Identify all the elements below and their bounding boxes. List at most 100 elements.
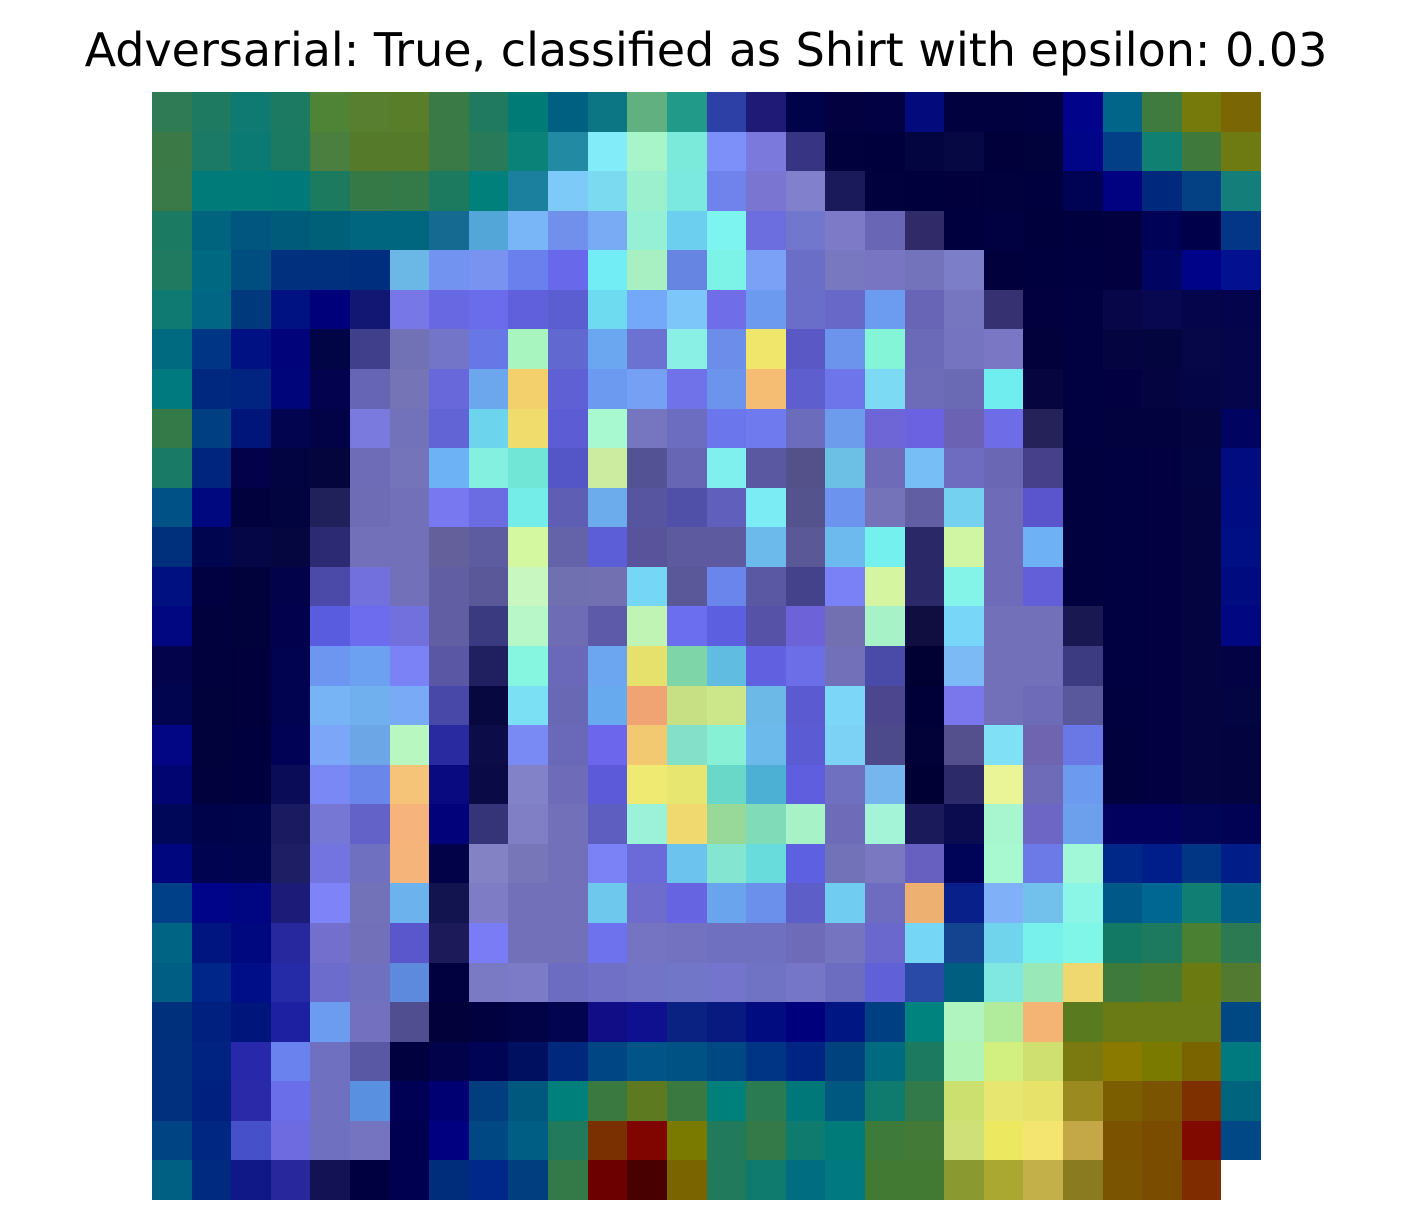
pixel-cell: [904, 764, 945, 805]
pixel-cell: [706, 448, 747, 488]
pixel-cell: [231, 646, 271, 686]
pixel-cell: [389, 1041, 430, 1082]
pixel-cell: [1181, 329, 1222, 369]
pixel-cell: [310, 962, 351, 1003]
pixel-cell: [1221, 843, 1261, 884]
pixel-cell: [864, 131, 905, 172]
pixel-cell: [785, 369, 826, 409]
pixel-cell: [270, 210, 311, 251]
pixel-cell: [1142, 289, 1182, 330]
pixel-cell: [152, 685, 192, 726]
pixel-cell: [587, 923, 628, 963]
pixel-cell: [548, 171, 588, 211]
pixel-cell: [429, 923, 469, 963]
pixel-cell: [864, 923, 905, 963]
pixel-cell: [152, 923, 192, 963]
pixel-cell: [627, 1041, 667, 1082]
pixel-cell: [508, 685, 549, 726]
pixel-cell: [1181, 131, 1222, 172]
pixel-cell: [983, 1160, 1024, 1200]
pixel-cell: [983, 923, 1024, 963]
pixel-cell: [548, 566, 588, 607]
pixel-cell: [904, 1041, 945, 1082]
pixel-cell: [706, 566, 747, 607]
pixel-cell: [1181, 289, 1222, 330]
pixel-cell: [270, 527, 311, 567]
pixel-cell: [983, 764, 1024, 805]
pixel-cell: [1181, 646, 1222, 686]
pixel-cell: [706, 923, 747, 963]
pixel-cell: [389, 804, 430, 844]
pixel-cell: [587, 804, 628, 844]
pixel-cell: [587, 487, 628, 528]
pixel-cell: [350, 1081, 390, 1121]
pixel-cell: [904, 171, 945, 211]
pixel-cell: [746, 527, 786, 567]
pixel-cell: [1062, 606, 1103, 646]
pixel-cell: [350, 250, 390, 290]
pixel-cell: [1102, 1002, 1143, 1042]
pixel-cell: [389, 1081, 430, 1121]
pixel-cell: [468, 369, 509, 409]
pixel-cell: [1062, 210, 1103, 251]
pixel-cell: [627, 210, 667, 251]
pixel-cell: [904, 131, 945, 172]
pixel-cell: [1023, 1041, 1063, 1082]
pixel-cell: [1062, 685, 1103, 726]
pixel-cell: [548, 329, 588, 369]
pixel-cell: [508, 646, 549, 686]
pixel-cell: [1102, 329, 1143, 369]
pixel-cell: [785, 487, 826, 528]
pixel-cell: [825, 92, 865, 132]
pixel-cell: [1023, 408, 1063, 449]
pixel-cell: [548, 606, 588, 646]
pixel-cell: [706, 1081, 747, 1121]
pixel-cell: [944, 962, 984, 1003]
pixel-cell: [429, 843, 469, 884]
pixel-cell: [983, 685, 1024, 726]
pixel-cell: [429, 606, 469, 646]
pixel-cell: [706, 171, 747, 211]
pixel-cell: [706, 1160, 747, 1200]
pixel-cell: [1023, 210, 1063, 251]
pixel-cell: [389, 566, 430, 607]
pixel-cell: [270, 843, 311, 884]
pixel-cell: [231, 1041, 271, 1082]
pixel-cell: [389, 843, 430, 884]
pixel-cell: [468, 131, 509, 172]
pixel-cell: [429, 329, 469, 369]
pixel-cell: [666, 210, 707, 251]
pixel-cell: [825, 962, 865, 1003]
pixel-cell: [706, 131, 747, 172]
pixel-cell: [310, 566, 351, 607]
pixel-cell: [627, 566, 667, 607]
pixel-cell: [231, 962, 271, 1003]
pixel-cell: [944, 1120, 984, 1161]
pixel-cell: [1023, 527, 1063, 567]
pixel-cell: [152, 1081, 192, 1121]
pixel-cell: [350, 448, 390, 488]
pixel-cell: [1181, 210, 1222, 251]
pixel-cell: [548, 527, 588, 567]
pixel-cell: [548, 1041, 588, 1082]
pixel-cell: [231, 527, 271, 567]
pixel-cell: [746, 883, 786, 923]
pixel-cell: [548, 131, 588, 172]
pixel-cell: [350, 883, 390, 923]
pixel-cell: [746, 92, 786, 132]
pixel-cell: [864, 448, 905, 488]
pixel-cell: [350, 1120, 390, 1161]
pixel-cell: [270, 171, 311, 211]
pixel-cell: [508, 1041, 549, 1082]
pixel-cell: [746, 1002, 786, 1042]
pixel-cell: [548, 487, 588, 528]
pixel-cell: [350, 92, 390, 132]
pixel-cell: [666, 883, 707, 923]
pixel-cell: [231, 1160, 271, 1200]
pixel-cell: [389, 1160, 430, 1200]
pixel-cell: [191, 487, 232, 528]
pixel-cell: [508, 1002, 549, 1042]
pixel-cell: [864, 210, 905, 251]
pixel-cell: [350, 804, 390, 844]
pixel-cell: [627, 448, 667, 488]
